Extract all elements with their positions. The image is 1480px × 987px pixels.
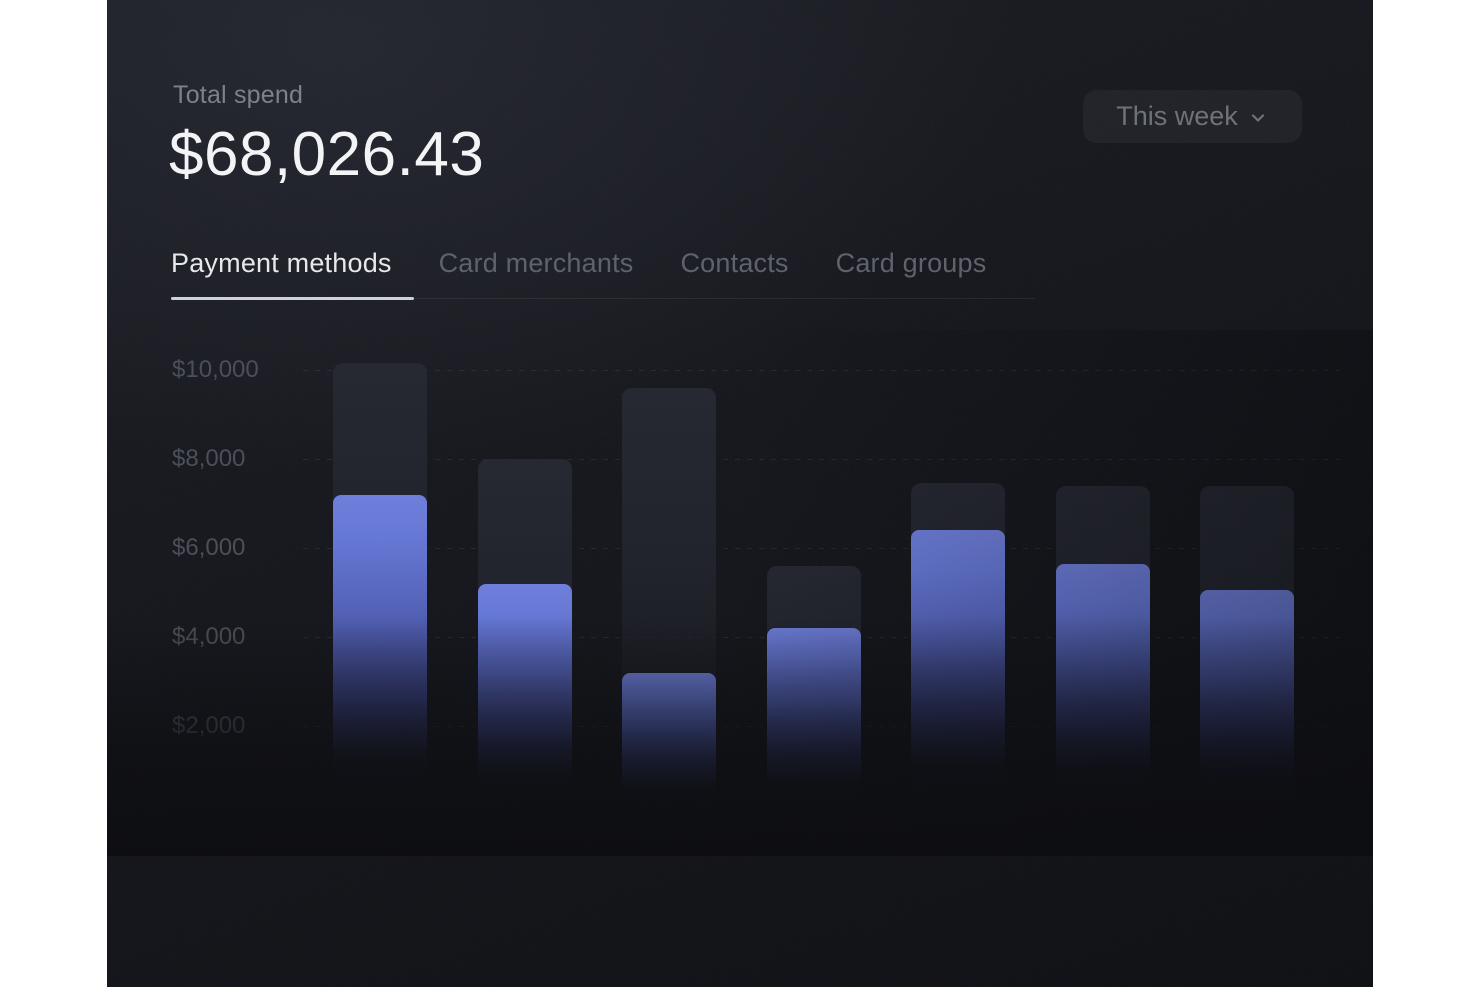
y-axis-label: $6,000 — [172, 534, 246, 561]
bar-group[interactable] — [1056, 0, 1150, 810]
bar-group[interactable] — [911, 0, 1005, 810]
bar-group[interactable] — [622, 0, 716, 810]
bar-group[interactable] — [478, 0, 572, 810]
total-spend-label: Total spend — [173, 81, 304, 109]
tab-bar: Payment methods Card merchants Contacts … — [171, 246, 986, 280]
right-vignette-overlay — [107, 330, 1373, 850]
bar-highlight-spend — [622, 672, 716, 810]
bar-highlight-spend — [1200, 590, 1294, 810]
bar-highlight-spend — [478, 583, 572, 810]
bar-group[interactable] — [333, 0, 427, 810]
bar-highlight-spend — [333, 494, 427, 810]
bar-group[interactable] — [1200, 0, 1294, 810]
bar-highlight-spend — [767, 628, 861, 810]
total-spend-amount: $68,026.43 — [169, 120, 485, 189]
bar-group[interactable] — [767, 0, 861, 810]
y-axis-label: $2,000 — [172, 712, 246, 739]
y-axis-label: $10,000 — [172, 356, 259, 383]
dashboard-panel: $10,000 $8,000 $6,000 $4,000 $2,000 Total sp… — [107, 0, 1373, 987]
bottom-fade-overlay — [107, 616, 1373, 856]
y-axis-label: $4,000 — [172, 623, 246, 650]
bar-highlight-spend — [911, 530, 1005, 810]
bar-highlight-spend — [1056, 563, 1150, 810]
y-axis-label: $8,000 — [172, 445, 246, 472]
